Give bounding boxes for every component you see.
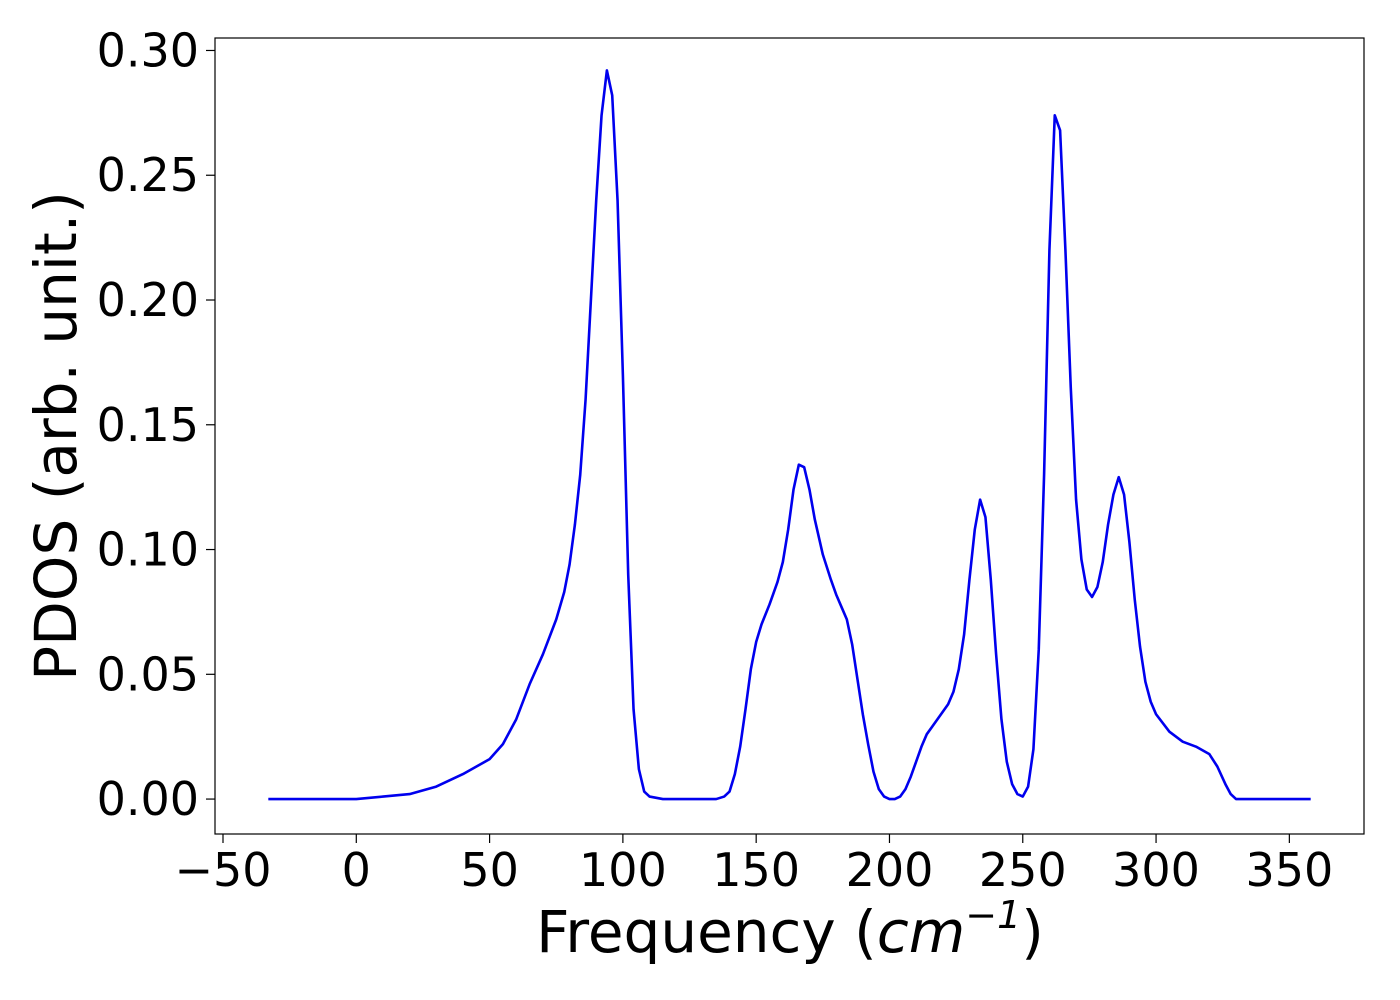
x-tick-label: 350 bbox=[1245, 843, 1333, 897]
x-tick-label: 0 bbox=[342, 843, 371, 897]
x-axis-title-unit: cm bbox=[877, 898, 965, 966]
y-tick-label: 0.30 bbox=[97, 23, 199, 77]
x-tick-label: 100 bbox=[579, 843, 667, 897]
x-tick-label: 200 bbox=[846, 843, 934, 897]
y-tick-label: 0.05 bbox=[97, 647, 199, 701]
x-axis-ticks: −50 0 50 100 150 200 250 300 350 bbox=[174, 834, 1333, 897]
x-tick-label: 150 bbox=[712, 843, 800, 897]
x-axis-title: Frequency (cm−1) bbox=[536, 893, 1044, 966]
y-tick-label: 0.20 bbox=[97, 273, 199, 327]
x-axis-title-main: Frequency ( bbox=[536, 898, 877, 966]
plot-frame bbox=[214, 37, 1365, 835]
y-axis-ticks: 0.00 0.05 0.10 0.15 0.20 0.25 0.30 bbox=[97, 23, 215, 826]
x-axis-title-close: ) bbox=[1021, 898, 1044, 966]
y-tick-label: 0.15 bbox=[97, 398, 199, 452]
x-tick-label: 50 bbox=[460, 843, 519, 897]
y-tick-label: 0.25 bbox=[97, 148, 199, 202]
pdos-series-line bbox=[268, 69, 1311, 801]
y-tick-label: 0.00 bbox=[97, 772, 199, 826]
series-layer bbox=[268, 69, 1311, 801]
x-tick-label: 300 bbox=[1112, 843, 1200, 897]
x-tick-label: 250 bbox=[979, 843, 1067, 897]
x-tick-label: −50 bbox=[174, 843, 271, 897]
y-axis-title: PDOS (arb. unit.) bbox=[22, 191, 90, 681]
x-axis-title-exponent: −1 bbox=[965, 893, 1021, 937]
y-tick-label: 0.10 bbox=[97, 523, 199, 577]
